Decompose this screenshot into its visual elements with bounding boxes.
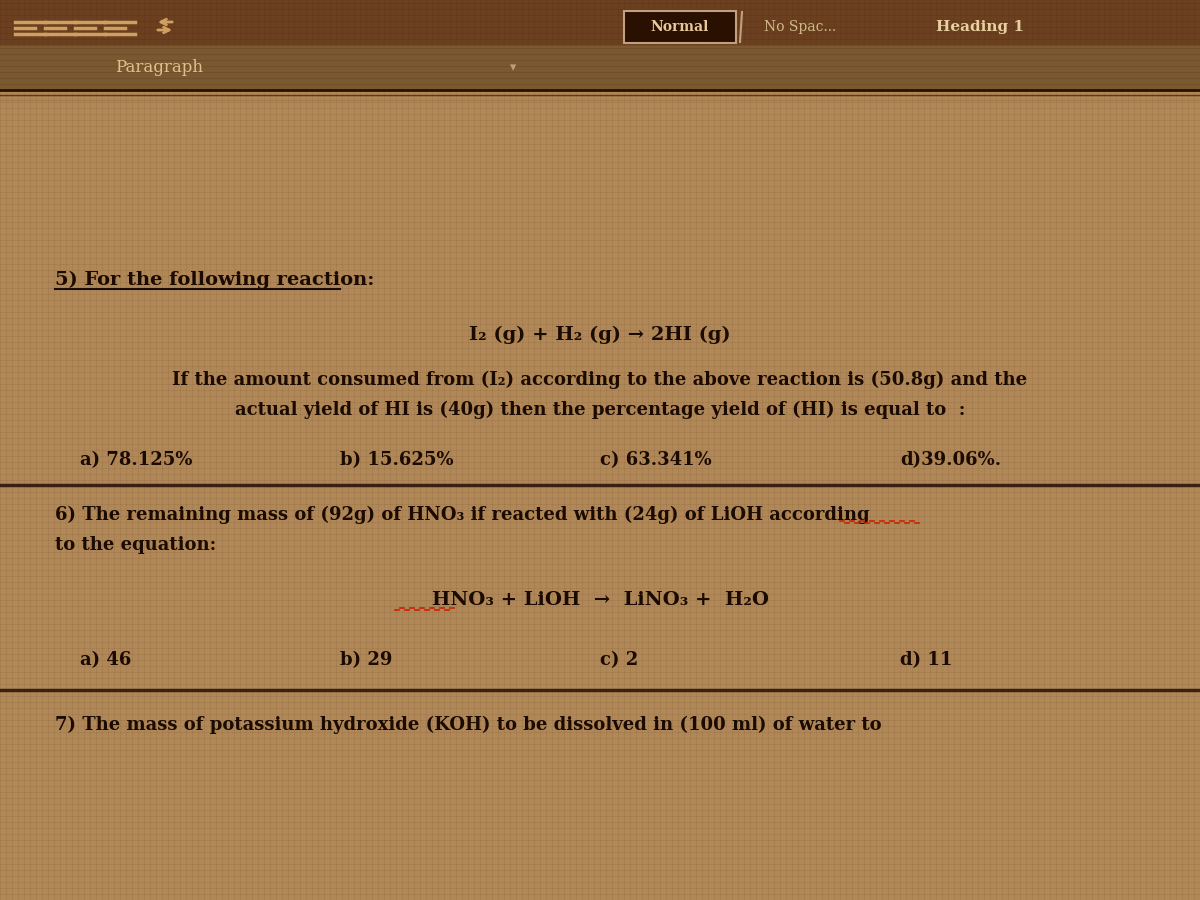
Text: I₂ (g) + H₂ (g) → 2HI (g): I₂ (g) + H₂ (g) → 2HI (g): [469, 326, 731, 344]
Text: d) 11: d) 11: [900, 651, 953, 669]
Text: Paragraph: Paragraph: [115, 59, 203, 76]
Text: actual yield of HI is (40g) then the percentage yield of (HI) is equal to  :: actual yield of HI is (40g) then the per…: [235, 400, 965, 419]
Text: c) 63.341%: c) 63.341%: [600, 451, 712, 469]
Text: If the amount consumed from (I₂) according to the above reaction is (50.8g) and : If the amount consumed from (I₂) accordi…: [173, 371, 1027, 389]
Text: ▾: ▾: [510, 61, 516, 75]
FancyBboxPatch shape: [624, 11, 736, 43]
Text: 5) For the following reaction:: 5) For the following reaction:: [55, 271, 374, 289]
Text: Heading 1: Heading 1: [936, 20, 1024, 34]
Text: c) 2: c) 2: [600, 651, 638, 669]
Text: No Spac...: No Spac...: [764, 20, 836, 34]
Text: a) 46: a) 46: [80, 651, 131, 669]
Text: 6) The remaining mass of (92g) of HNO₃ if reacted with (24g) of LiOH according: 6) The remaining mass of (92g) of HNO₃ i…: [55, 506, 870, 524]
Text: HNO₃ + LiOH  →  LiNO₃ +  H₂O: HNO₃ + LiOH → LiNO₃ + H₂O: [432, 591, 768, 609]
Bar: [0, 45, 1200, 90]
Bar: [0, 0, 1200, 45]
Text: d)39.06%.: d)39.06%.: [900, 451, 1001, 469]
Text: a) 78.125%: a) 78.125%: [80, 451, 192, 469]
Text: b) 29: b) 29: [340, 651, 392, 669]
Text: b) 15.625%: b) 15.625%: [340, 451, 454, 469]
Text: Normal: Normal: [650, 20, 709, 34]
Text: to the equation:: to the equation:: [55, 536, 216, 554]
Text: 7) The mass of potassium hydroxide (KOH) to be dissolved in (100 ml) of water to: 7) The mass of potassium hydroxide (KOH)…: [55, 716, 882, 734]
